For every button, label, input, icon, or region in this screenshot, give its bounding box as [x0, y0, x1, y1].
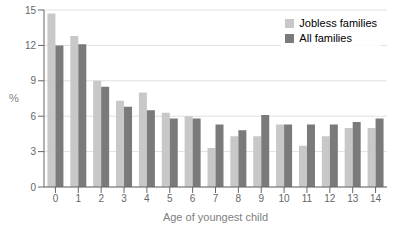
svg-text:Age of youngest child: Age of youngest child [163, 211, 268, 223]
svg-text:5: 5 [167, 193, 173, 204]
svg-text:15: 15 [25, 5, 37, 16]
svg-text:6: 6 [190, 193, 196, 204]
svg-text:4: 4 [144, 193, 150, 204]
svg-text:9: 9 [258, 193, 264, 204]
html-text:Jobless families: Jobless families [299, 17, 377, 29]
svg-text:%: % [9, 92, 19, 104]
svg-text:9: 9 [30, 75, 36, 86]
svg-text:11: 11 [302, 193, 313, 204]
svg-text:10: 10 [279, 193, 291, 204]
svg-text:1: 1 [76, 193, 82, 204]
svg-text:13: 13 [347, 193, 359, 204]
svg-text:3: 3 [30, 146, 36, 157]
svg-text:0: 0 [30, 182, 36, 193]
svg-text:12: 12 [25, 40, 37, 51]
svg-text:2: 2 [98, 193, 104, 204]
svg-text:7: 7 [213, 193, 219, 204]
svg-text:0: 0 [53, 193, 59, 204]
svg-text:6: 6 [30, 111, 36, 122]
svg-text:8: 8 [236, 193, 242, 204]
svg-text:12: 12 [324, 193, 336, 204]
svg-text:14: 14 [370, 193, 382, 204]
html-text:All families: All families [299, 32, 352, 44]
svg-text:3: 3 [121, 193, 127, 204]
